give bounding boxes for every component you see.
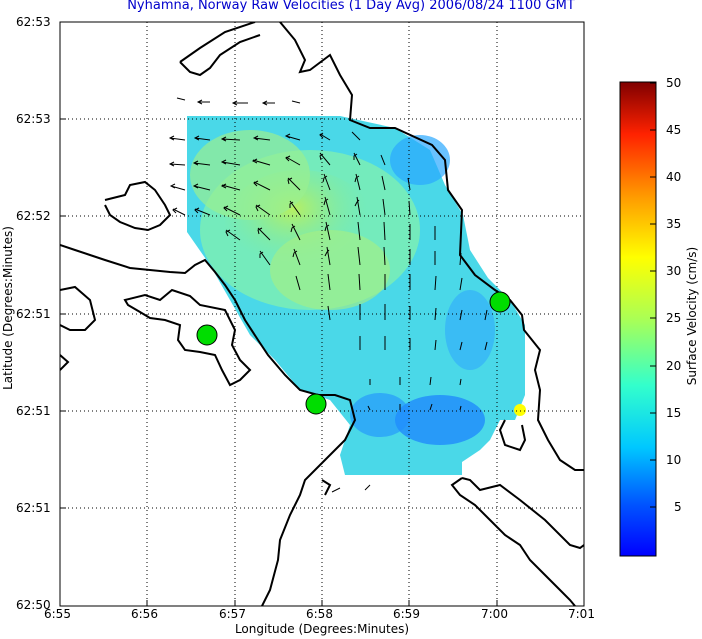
colorbar-tick-label: 50 (666, 76, 682, 90)
map-title: Nyhamna, Norway Raw Velocities (1 Day Av… (127, 0, 575, 13)
site-marker-east (489, 291, 511, 313)
colorbar-tick-label: 15 (666, 406, 682, 420)
y-tick-label: 62:51 (16, 404, 51, 418)
velocity-arrows (168, 97, 488, 493)
site-marker-south (305, 393, 327, 415)
y-tick-label: 62:51 (16, 501, 51, 515)
colorbar (619, 81, 657, 557)
x-tick-label: 6:58 (306, 607, 333, 621)
site-marker-west (196, 324, 218, 346)
y-axis-label: Latitude (Degrees:Minutes) (1, 226, 15, 390)
x-tick-label: 7:00 (481, 607, 508, 621)
colorbar-tick-label: 45 (666, 123, 682, 137)
x-tick-label: 6:57 (219, 607, 246, 621)
y-tick-label: 62:52 (16, 209, 51, 223)
colorbar-tick-label: 30 (666, 264, 682, 278)
x-tick-label: 6:55 (44, 607, 71, 621)
colorbar-tick-label: 10 (666, 453, 682, 467)
y-tick-label: 62:50 (16, 598, 51, 612)
x-tick-label: 6:56 (131, 607, 158, 621)
colorbar-tick-label: 20 (666, 359, 682, 373)
x-tick-label: 7:01 (568, 607, 595, 621)
colorbar-tick-label: 40 (666, 170, 682, 184)
y-tick-label: 62:53 (16, 112, 51, 126)
grid-lines (60, 22, 584, 606)
colorbar-tick-label: 25 (666, 311, 682, 325)
colorbar-tick-label: 35 (666, 217, 682, 231)
y-tick-label: 62:53 (16, 15, 51, 29)
colorbar-label: Surface Velocity (cm/s) (685, 246, 699, 386)
coastline (60, 22, 584, 606)
y-tick-label: 62:51 (16, 307, 51, 321)
x-tick-label: 6:59 (393, 607, 420, 621)
radar-sites (196, 291, 511, 415)
x-axis-label: Longitude (Degrees:Minutes) (234, 622, 410, 636)
colorbar-tick-label: 5 (674, 500, 682, 514)
